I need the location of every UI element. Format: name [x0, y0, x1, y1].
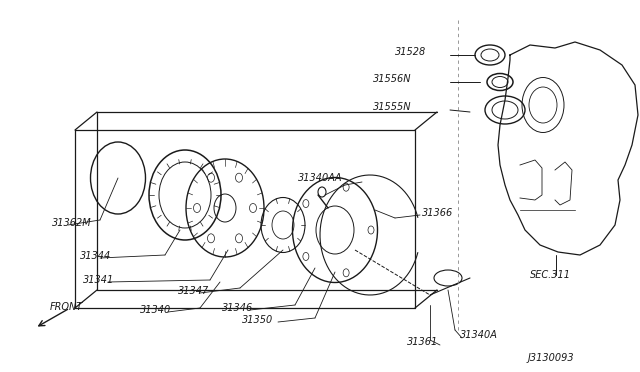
- Text: SEC.311: SEC.311: [530, 270, 571, 280]
- Text: 31344: 31344: [80, 251, 111, 261]
- Text: 31340AA: 31340AA: [298, 173, 342, 183]
- Text: 31341: 31341: [83, 275, 115, 285]
- Text: 31340: 31340: [140, 305, 172, 315]
- Text: 31528: 31528: [395, 47, 426, 57]
- Text: 31555N: 31555N: [373, 102, 412, 112]
- Text: 31347: 31347: [178, 286, 209, 296]
- Text: 31362M: 31362M: [52, 218, 92, 228]
- Text: J3130093: J3130093: [528, 353, 575, 363]
- Text: 31556N: 31556N: [373, 74, 412, 84]
- Text: 31346: 31346: [222, 303, 253, 313]
- Text: 31350: 31350: [242, 315, 273, 325]
- Text: FRONT: FRONT: [50, 302, 83, 312]
- Text: 31366: 31366: [422, 208, 453, 218]
- Text: 31340A: 31340A: [460, 330, 498, 340]
- Text: 31361: 31361: [407, 337, 438, 347]
